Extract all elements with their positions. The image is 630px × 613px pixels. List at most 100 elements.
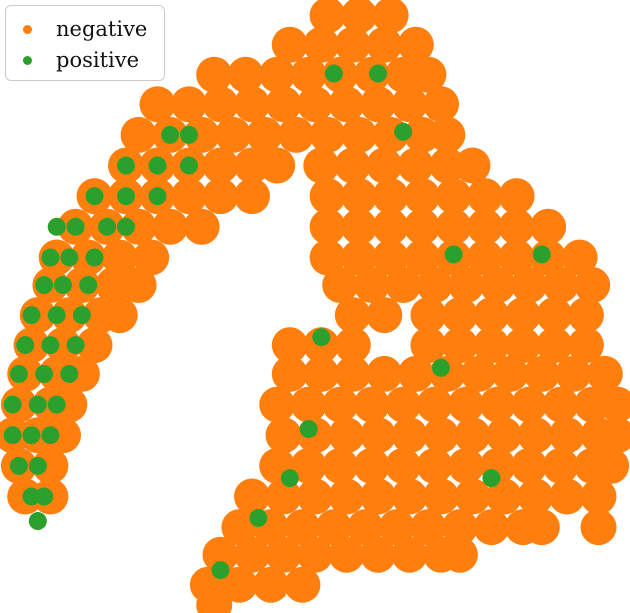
- point-negative: [202, 147, 239, 184]
- point-positive: [3, 395, 22, 414]
- point-negative: [542, 447, 579, 484]
- point-positive: [35, 487, 54, 506]
- point-negative: [599, 386, 630, 423]
- point-negative: [227, 56, 264, 93]
- point-positive: [249, 508, 268, 527]
- point-negative: [76, 327, 113, 364]
- point-negative: [372, 178, 409, 215]
- point-negative: [101, 239, 138, 276]
- point-negative: [391, 536, 428, 573]
- point-negative: [265, 478, 302, 515]
- point-negative: [404, 116, 441, 153]
- point-negative: [599, 417, 630, 454]
- point-positive: [35, 276, 54, 295]
- point-negative: [517, 417, 554, 454]
- point-negative: [328, 417, 365, 454]
- point-negative: [32, 447, 69, 484]
- point-negative: [410, 509, 447, 546]
- legend-marker-negative: [23, 24, 32, 34]
- point-positive: [9, 456, 28, 475]
- point-negative: [530, 208, 567, 245]
- point-negative: [353, 386, 390, 423]
- point-negative: [366, 297, 403, 334]
- point-positive: [324, 64, 343, 83]
- point-positive: [280, 469, 299, 488]
- legend-item-negative: negative: [6, 14, 147, 44]
- point-negative: [334, 355, 371, 392]
- point-negative: [580, 509, 617, 546]
- point-positive: [22, 306, 41, 325]
- point-negative: [265, 417, 302, 454]
- point-negative: [271, 327, 308, 364]
- point-negative: [366, 147, 403, 184]
- point-positive: [369, 64, 387, 83]
- point-negative: [152, 208, 189, 245]
- point-negative: [448, 267, 485, 304]
- point-negative: [290, 447, 327, 484]
- point-negative: [309, 178, 346, 215]
- point-negative: [328, 478, 365, 515]
- point-negative: [95, 267, 132, 304]
- point-positive: [28, 512, 47, 531]
- point-negative: [202, 86, 239, 123]
- point-negative: [341, 116, 378, 153]
- point-negative: [429, 116, 466, 153]
- point-positive: [9, 364, 28, 383]
- point-negative: [460, 355, 497, 392]
- point-positive: [312, 328, 331, 347]
- point-positive: [35, 364, 54, 383]
- point-negative: [404, 239, 441, 276]
- point-positive: [72, 306, 91, 325]
- point-positive: [54, 276, 72, 295]
- point-negative: [303, 355, 340, 392]
- point-negative: [542, 267, 579, 304]
- point-negative: [555, 355, 592, 392]
- point-negative: [479, 267, 516, 304]
- point-positive: [432, 358, 450, 377]
- point-negative: [467, 208, 504, 245]
- point-negative: [171, 86, 207, 123]
- point-negative: [234, 478, 270, 515]
- point-negative: [366, 355, 403, 392]
- point-positive: [3, 426, 22, 445]
- point-negative: [473, 327, 510, 364]
- point-negative: [454, 478, 491, 515]
- point-negative: [120, 208, 157, 245]
- point-negative: [404, 208, 441, 245]
- point-negative: [353, 267, 390, 304]
- point-negative: [423, 86, 459, 123]
- point-negative: [435, 208, 472, 245]
- point-negative: [416, 386, 453, 423]
- point-negative: [404, 178, 441, 215]
- point-negative: [322, 267, 359, 304]
- point-positive: [16, 336, 35, 355]
- point-negative: [290, 56, 327, 93]
- point-negative: [334, 327, 371, 364]
- point-positive: [180, 125, 198, 144]
- point-negative: [297, 86, 333, 123]
- point-negative: [473, 509, 510, 546]
- point-positive: [98, 217, 117, 236]
- point-negative: [309, 239, 346, 276]
- legend-label-negative: negative: [56, 17, 148, 41]
- point-negative: [385, 447, 422, 484]
- point-negative: [196, 56, 233, 93]
- point-negative: [183, 116, 220, 153]
- point-positive: [47, 395, 66, 414]
- point-negative: [322, 386, 359, 423]
- point-negative: [492, 355, 529, 392]
- point-negative: [45, 327, 81, 364]
- point-negative: [454, 147, 491, 184]
- point-negative: [511, 447, 548, 484]
- point-negative: [448, 447, 485, 484]
- point-negative: [511, 267, 548, 304]
- point-negative: [504, 327, 541, 364]
- point-negative: [297, 478, 333, 515]
- point-negative: [341, 208, 378, 245]
- point-negative: [309, 0, 346, 34]
- point-negative: [271, 355, 308, 392]
- point-negative: [385, 267, 422, 304]
- point-negative: [517, 478, 554, 515]
